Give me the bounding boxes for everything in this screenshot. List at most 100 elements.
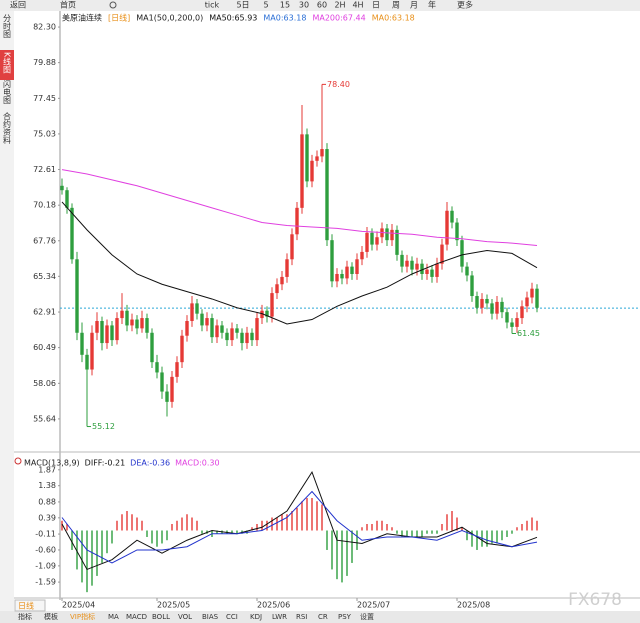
x-tick-label: 2025/05 xyxy=(157,601,190,610)
toolbar-button[interactable]: 60 xyxy=(317,1,327,10)
side-tab[interactable]: K线图 xyxy=(3,52,12,74)
candle-body xyxy=(180,335,184,363)
bottom-button[interactable]: VIP指标 xyxy=(70,612,95,621)
refresh-icon[interactable] xyxy=(109,1,117,9)
candle-body xyxy=(450,210,454,223)
side-tab[interactable]: 合约资料 xyxy=(3,111,12,145)
indicator-line xyxy=(61,470,538,571)
candle-body xyxy=(315,156,319,161)
candle-body xyxy=(385,228,389,241)
extreme-label: 55.12 xyxy=(92,422,115,431)
toolbar-button[interactable]: 日 xyxy=(372,1,380,10)
candle-body xyxy=(325,149,329,241)
candle-body xyxy=(370,232,374,245)
indicator-label: MA1(50,0,200,0) xyxy=(136,14,203,23)
candle-body xyxy=(440,244,444,264)
candle-body xyxy=(135,319,139,329)
candle-body xyxy=(95,321,99,333)
candle-body xyxy=(115,318,119,341)
candle-body xyxy=(175,362,179,377)
candle-body xyxy=(420,263,424,274)
candle-body xyxy=(210,318,214,338)
bottom-button[interactable]: RSI xyxy=(296,613,307,621)
y-tick-label: 0.88 xyxy=(38,497,56,506)
bottom-button[interactable]: 设置 xyxy=(360,612,374,621)
candle-body xyxy=(265,310,269,317)
toolbar-button[interactable]: 4H xyxy=(352,1,363,10)
candle-body xyxy=(280,276,284,285)
bottom-button[interactable]: PSY xyxy=(338,613,352,621)
candle-body xyxy=(215,325,219,338)
legend-entry: MA200:67.44 xyxy=(312,14,365,23)
y-tick-label: -0.60 xyxy=(35,545,56,554)
candle-body xyxy=(430,269,434,277)
y-tick-label: 79.88 xyxy=(33,58,56,67)
side-tab[interactable]: 闪电图 xyxy=(3,80,12,105)
toolbar-button[interactable]: 首页 xyxy=(60,0,76,10)
toolbar-button[interactable]: 5 xyxy=(263,1,268,10)
legend-entry: MA50:65.93 xyxy=(209,14,257,23)
candle-body xyxy=(200,313,204,326)
candle-body xyxy=(520,306,524,319)
candle-body xyxy=(285,259,289,277)
bottom-button[interactable]: 指标 xyxy=(18,612,32,621)
toolbar-button[interactable]: 5日 xyxy=(236,1,249,10)
candle-body xyxy=(505,312,509,323)
toolbar-button[interactable]: 15 xyxy=(280,1,290,10)
candle-body xyxy=(360,251,364,260)
candle-body xyxy=(345,266,349,279)
y-tick-label: 67.76 xyxy=(33,236,56,245)
bottom-button[interactable]: BIAS xyxy=(202,613,219,621)
candle-body xyxy=(445,210,449,245)
candle-body xyxy=(165,391,169,402)
side-bar xyxy=(0,11,14,611)
bottom-button[interactable]: BOLL xyxy=(152,613,170,621)
toolbar-button[interactable]: 更多 xyxy=(457,0,473,10)
x-tick-label: 2025/06 xyxy=(257,601,290,610)
bottom-button[interactable]: MA xyxy=(108,613,119,621)
candle-body xyxy=(185,321,189,336)
y-tick-label: 1.38 xyxy=(38,481,56,490)
candle-body xyxy=(305,134,309,182)
y-tick-label: -1.09 xyxy=(35,561,56,570)
y-tick-label: -1.59 xyxy=(35,578,56,587)
y-tick-label: 58.06 xyxy=(33,379,56,388)
candle-body xyxy=(475,296,479,308)
candle-body xyxy=(415,263,419,270)
bottom-button[interactable]: 模板 xyxy=(44,612,58,621)
settings-icon xyxy=(14,457,22,465)
candle-body xyxy=(320,149,324,157)
period-selector-label[interactable]: 日线 xyxy=(18,601,34,611)
candle-body xyxy=(235,328,239,333)
side-tab[interactable]: 分时图 xyxy=(3,14,12,39)
bottom-button[interactable]: KDJ xyxy=(250,613,262,621)
candle-body xyxy=(60,185,64,191)
candle-body xyxy=(250,332,254,341)
candle-body xyxy=(195,303,199,314)
x-tick-label: 2025/08 xyxy=(457,601,490,610)
bottom-button[interactable]: MACD xyxy=(126,613,147,621)
legend-entry: DEA:-0.36 xyxy=(130,459,170,468)
bottom-button[interactable]: LWR xyxy=(272,613,287,621)
bottom-button[interactable]: CR xyxy=(318,613,328,621)
legend-entry: MACD:0.30 xyxy=(175,459,220,468)
toolbar-button[interactable]: 周 xyxy=(392,1,400,10)
bottom-button[interactable]: VOL xyxy=(178,613,192,621)
candle-body xyxy=(485,298,489,304)
candle-body xyxy=(160,372,164,392)
toolbar-button[interactable]: 年 xyxy=(428,0,436,10)
toolbar-button[interactable]: 返回 xyxy=(10,1,26,10)
extreme-label: 61.45 xyxy=(517,329,540,338)
toolbar-button[interactable]: 月 xyxy=(410,1,418,10)
period-selector[interactable] xyxy=(14,599,46,612)
toolbar-button[interactable]: tick xyxy=(205,1,220,10)
candle-body xyxy=(480,298,484,308)
candle-body xyxy=(390,229,394,241)
toolbar-button[interactable]: 30 xyxy=(299,1,309,10)
bottom-button[interactable]: CCI xyxy=(226,613,238,621)
candle-body xyxy=(455,222,459,241)
candle-body xyxy=(140,318,144,329)
toolbar-button[interactable]: 2H xyxy=(334,1,345,10)
